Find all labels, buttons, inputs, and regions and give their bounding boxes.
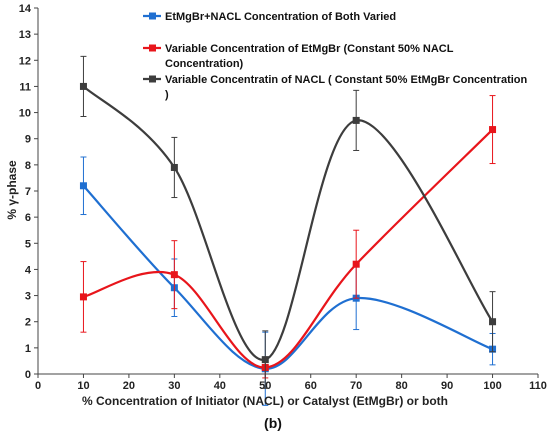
series-3 <box>79 55 497 389</box>
legend-label: Variable Concentratin of NACL ( Constant… <box>165 74 528 86</box>
series-2 <box>79 95 497 379</box>
y-tick-label: 9 <box>25 134 31 146</box>
y-tick-label: 12 <box>19 55 31 67</box>
legend-label: EtMgBr+NACL Concentration of Both Varied <box>165 11 396 23</box>
y-tick-label: 10 <box>19 108 31 120</box>
series-layer <box>79 55 497 406</box>
x-tick-label: 40 <box>214 380 226 392</box>
x-tick-label: 80 <box>396 380 408 392</box>
data-point <box>489 126 497 134</box>
legend-label: Variable Concentration of EtMgBr (Consta… <box>165 43 454 55</box>
x-tick-label: 110 <box>529 380 547 392</box>
legend: EtMgBr+NACL Concentration of Both Varied… <box>143 11 528 101</box>
data-point <box>79 182 87 190</box>
data-point <box>170 163 178 171</box>
x-axis-ticks: 0 10 20 30 40 50 60 70 80 90 100 110 <box>35 374 547 392</box>
data-point <box>489 318 497 326</box>
y-tick-label: 8 <box>25 160 31 172</box>
y-tick-label: 13 <box>19 29 31 41</box>
data-point <box>170 271 178 279</box>
series-line <box>82 185 493 370</box>
y-tick-label: 7 <box>25 186 31 198</box>
legend-swatch-marker <box>149 44 156 52</box>
figure-caption: (b) <box>264 415 282 431</box>
y-tick-label: 4 <box>25 264 32 276</box>
y-tick-label: 3 <box>25 291 31 303</box>
y-tick-label: 2 <box>25 317 31 329</box>
x-axis-label: % Concentration of Initiator (NACL) or C… <box>82 394 448 408</box>
x-tick-label: 90 <box>441 380 453 392</box>
data-point <box>79 82 87 90</box>
y-tick-label: 0 <box>25 369 31 381</box>
y-tick-label: 11 <box>19 81 31 93</box>
legend-item-2: Variable Concentration of EtMgBr (Consta… <box>143 43 454 70</box>
y-tick-label: 1 <box>25 343 31 355</box>
x-tick-label: 70 <box>350 380 362 392</box>
data-point <box>261 356 269 364</box>
x-tick-label: 30 <box>168 380 180 392</box>
series-line <box>82 85 494 361</box>
data-point <box>352 260 360 268</box>
legend-item-3: Variable Concentratin of NACL ( Constant… <box>143 74 528 101</box>
y-axis-label: % γ-phase <box>5 160 19 220</box>
legend-swatch-marker <box>149 12 156 20</box>
y-tick-label: 14 <box>19 3 32 15</box>
data-point <box>79 293 87 301</box>
legend-label: Concentration) <box>165 58 244 70</box>
y-tick-label: 5 <box>25 238 31 250</box>
x-tick-label: 10 <box>77 380 89 392</box>
y-tick-label: 6 <box>25 212 31 224</box>
x-tick-label: 0 <box>35 380 41 392</box>
legend-label: ) <box>165 89 169 101</box>
series-line <box>83 128 494 369</box>
legend-swatch-marker <box>149 75 156 83</box>
series-1 <box>79 156 497 406</box>
data-point <box>352 116 360 124</box>
x-tick-label: 60 <box>305 380 317 392</box>
x-tick-label: 20 <box>123 380 135 392</box>
legend-item-1: EtMgBr+NACL Concentration of Both Varied <box>143 11 396 23</box>
x-tick-label: 100 <box>483 380 501 392</box>
